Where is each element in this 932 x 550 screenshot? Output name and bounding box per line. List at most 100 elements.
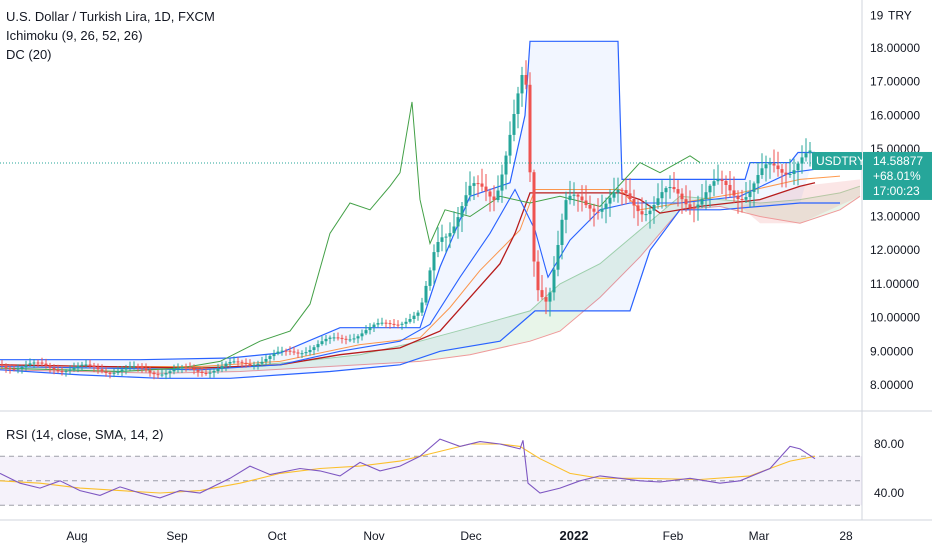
candle-body xyxy=(656,198,660,205)
candle-body xyxy=(632,199,636,206)
candle-body xyxy=(556,245,560,270)
rsi-tick-label: 40.00 xyxy=(874,486,904,500)
time-tick-label: 28 xyxy=(839,529,853,543)
candle-body xyxy=(8,367,12,370)
rsi-legend[interactable]: RSI (14, close, SMA, 14, 2) xyxy=(6,427,164,442)
candle-body xyxy=(16,368,20,370)
ichimoku-legend[interactable]: Ichimoku (9, 26, 52, 26) xyxy=(6,28,143,43)
candle-body xyxy=(560,219,564,245)
candle-body xyxy=(652,205,656,211)
candle-body xyxy=(796,163,800,171)
symbol-tag-label: USDTRY xyxy=(816,154,865,168)
candle-body xyxy=(96,367,100,370)
candle-body xyxy=(76,365,80,368)
candle-body xyxy=(104,371,108,373)
candle-body xyxy=(252,364,256,366)
time-tick-label: Nov xyxy=(363,529,384,543)
candle-body xyxy=(240,361,244,363)
candle-body xyxy=(216,368,220,372)
candle-body xyxy=(108,372,112,374)
candle-body xyxy=(152,372,156,375)
candle-body xyxy=(356,336,360,339)
candle-body xyxy=(572,194,576,196)
candle-body xyxy=(684,199,688,205)
candle-body xyxy=(112,372,116,374)
candle-body xyxy=(512,114,516,135)
time-tick-label: Dec xyxy=(460,529,481,543)
candle-body xyxy=(728,185,732,191)
candle-body xyxy=(24,365,28,367)
price-tick-label: 10.00000 xyxy=(870,311,920,325)
donchian-lower xyxy=(0,202,840,379)
candle-body xyxy=(136,366,140,368)
candle-body xyxy=(412,315,416,319)
candle-body xyxy=(604,203,608,209)
candle-body xyxy=(284,350,288,352)
candle-body xyxy=(792,170,796,174)
candle-body xyxy=(712,181,716,186)
candle-body xyxy=(668,187,672,189)
candle-body xyxy=(232,361,236,363)
symbol-tag-bg xyxy=(812,151,862,170)
price-tick-label: 9.00000 xyxy=(870,344,914,358)
time-tick-label: Feb xyxy=(663,529,684,543)
donchian-fill xyxy=(0,41,815,379)
candle-body xyxy=(612,192,616,198)
candle-body xyxy=(420,302,424,313)
candle-body xyxy=(440,237,444,242)
candle-body xyxy=(360,333,364,337)
time-tick-label: Oct xyxy=(268,529,287,543)
candle-body xyxy=(780,169,784,173)
candle-body xyxy=(372,324,376,327)
rsi-ma-line xyxy=(0,443,816,494)
last-price-label: 14.58877 xyxy=(873,154,923,168)
candle-body xyxy=(124,367,128,370)
candle-body xyxy=(436,242,440,253)
price-tick-label: 17.00000 xyxy=(870,75,920,89)
candle-body xyxy=(60,371,64,373)
candle-body xyxy=(544,297,548,302)
donchian-legend[interactable]: DC (20) xyxy=(6,47,52,62)
chikou-span xyxy=(0,101,701,373)
candle-body xyxy=(196,370,200,372)
candle-body xyxy=(128,366,132,368)
candle-body xyxy=(280,350,284,352)
candle-body xyxy=(32,362,36,364)
price-tick-label: 19 xyxy=(870,8,884,22)
price-axis: 19TRY18.0000017.0000016.0000015.0000014.… xyxy=(812,8,932,500)
candle-body xyxy=(628,193,632,199)
candle-body xyxy=(532,172,536,262)
candle-body xyxy=(308,350,312,353)
candle-body xyxy=(368,327,372,331)
candle-body xyxy=(804,153,808,158)
price-tick-label: 8.00000 xyxy=(870,378,914,392)
candle-body xyxy=(588,205,592,209)
price-tick-label: 18.00000 xyxy=(870,41,920,55)
rsi-tick-label: 80.00 xyxy=(874,437,904,451)
candle-body xyxy=(200,371,204,373)
candle-body xyxy=(536,261,540,291)
candle-body xyxy=(640,211,644,215)
candle-body xyxy=(100,369,104,372)
candle-body xyxy=(408,319,412,322)
candle-body xyxy=(256,363,260,365)
candle-body xyxy=(84,364,88,366)
rsi-pane xyxy=(0,438,862,506)
candle-body xyxy=(756,175,760,184)
candle-body xyxy=(172,369,176,372)
candle-body xyxy=(288,350,292,352)
candle-body xyxy=(708,185,712,193)
candle-body xyxy=(344,338,348,340)
candle-body xyxy=(596,211,600,213)
candle-body xyxy=(472,183,476,186)
candle-body xyxy=(524,75,528,85)
candle-body xyxy=(376,323,380,325)
candle-body xyxy=(120,369,124,372)
chart-title[interactable]: U.S. Dollar / Turkish Lira, 1D, FXCM xyxy=(6,9,215,24)
candle-body xyxy=(608,197,612,204)
candle-body xyxy=(680,193,684,200)
candle-body xyxy=(80,364,84,366)
candle-body xyxy=(508,134,512,156)
